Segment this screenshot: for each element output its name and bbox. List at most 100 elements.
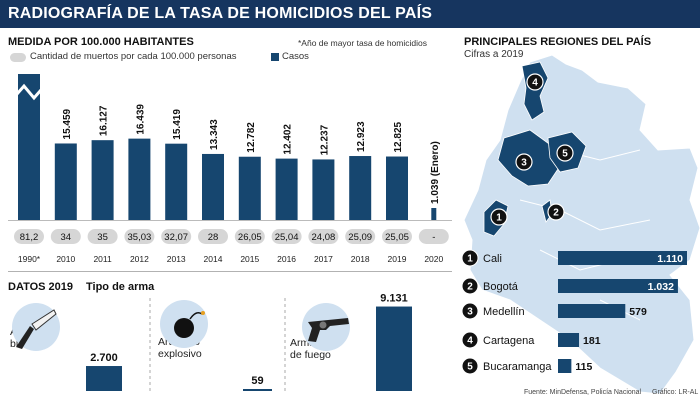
bar-2015 — [238, 156, 261, 220]
region-rank-badge-cartagena — [461, 331, 479, 349]
page-title: RADIOGRAFÍA DE LA TASA DE HOMICIDIOS DEL… — [0, 0, 700, 28]
map-pin-number-3: 3 — [521, 158, 527, 169]
rate-label-2012: 35,03 — [128, 232, 152, 243]
bomb-icon — [160, 300, 208, 348]
map-pin-2 — [547, 203, 565, 221]
region-name-bogota: Bogotá — [483, 281, 519, 293]
year-label-1990: 1990* — [18, 254, 41, 264]
region-value-cali: 1.110 — [657, 253, 683, 265]
region-rank-bogota: 2 — [467, 282, 473, 293]
year-label-2013: 2013 — [167, 254, 186, 264]
year-label-2017: 2017 — [314, 254, 333, 264]
knife-icon — [12, 303, 60, 351]
rate-label-1990: 81,2 — [20, 232, 39, 243]
bar-2018 — [349, 156, 372, 220]
region-value-bucaramanga: 115 — [575, 361, 592, 373]
source-note: Fuente: MinDefensa, Policía Nacional — [524, 389, 642, 396]
weapon-value-arma-de-fuego: 9.131 — [380, 293, 408, 305]
year-label-2014: 2014 — [204, 254, 223, 264]
region-rank-badge-bogota — [461, 277, 479, 295]
bar-value-label-2018: 12.923 — [356, 121, 367, 152]
map-pin-number-2: 2 — [553, 208, 559, 219]
year-label-2018: 2018 — [351, 254, 370, 264]
region-rank-cali: 1 — [467, 254, 473, 265]
year-label-2019: 2019 — [388, 254, 407, 264]
rate-label-2010: 34 — [61, 232, 72, 243]
map-pin-number-1: 1 — [496, 213, 502, 224]
regions-subtitle: Cifras a 2019 — [464, 49, 524, 60]
year-label-2011: 2011 — [93, 254, 112, 264]
bar-2013 — [165, 143, 188, 220]
rate-pill-2015 — [234, 229, 265, 244]
rate-pill-2016 — [271, 229, 302, 244]
rate-pill-2011 — [87, 229, 118, 244]
region-bar-cali — [558, 251, 687, 265]
left-chart-note: *Año de mayor tasa de homicidios — [298, 38, 427, 48]
bar-value-label-2013: 15.419 — [172, 109, 183, 140]
rate-label-2013: 32,07 — [164, 232, 188, 243]
map-pin-number-5: 5 — [562, 149, 568, 160]
year-label-2010: 2010 — [56, 254, 75, 264]
weapon-bar-arma-blanca — [86, 366, 122, 391]
rate-pill-2014 — [198, 229, 228, 244]
bar-value-label-2012: 16.439 — [135, 104, 146, 135]
bar-2020 — [431, 208, 437, 220]
rate-pill-2012 — [124, 229, 155, 244]
region-name-medellin: Medellín — [483, 306, 525, 318]
map-department-borders — [519, 149, 651, 321]
bar-break-mark — [15, 83, 43, 101]
datos-title: DATOS 2019 — [8, 281, 74, 293]
legend-rate-swatch — [10, 53, 26, 62]
weapon-value-artefacto-explosivo: 59 — [251, 375, 263, 387]
map-pin-3 — [515, 153, 533, 171]
bar-value-label-2017: 12.237 — [319, 124, 330, 155]
region-name-bucaramanga: Bucaramanga — [483, 361, 552, 373]
rate-label-2014: 28 — [208, 232, 219, 243]
region-rank-badge-medellin — [461, 302, 479, 320]
bar-value-label-2010: 15.459 — [62, 108, 73, 139]
bar-value-label-2015: 12.782 — [246, 122, 257, 153]
year-label-2012: 2012 — [130, 254, 149, 264]
legend-rate-label: Cantidad de muertos por cada 100.000 per… — [30, 51, 237, 62]
region-name-cartagena: Cartagena — [483, 335, 535, 347]
rate-label-2018: 25,09 — [348, 232, 372, 243]
bar-1990 — [18, 74, 40, 220]
region-bar-bucaramanga — [558, 359, 572, 373]
rate-pill-2010 — [50, 229, 81, 244]
revolver-icon — [302, 303, 350, 351]
bar-2012 — [128, 138, 151, 220]
rate-pill-1990 — [14, 229, 44, 244]
rate-pill-2017 — [308, 229, 339, 244]
region-rank-medellin: 3 — [467, 307, 473, 318]
region-value-cartagena: 181 — [583, 335, 601, 347]
bar-value-label-2014: 13.343 — [209, 119, 220, 150]
region-rank-cartagena: 4 — [467, 336, 473, 347]
rate-pill-2020 — [418, 229, 449, 244]
rate-label-2020: - — [432, 232, 435, 243]
weapon-chart-title: Tipo de arma — [86, 281, 155, 293]
bar-value-label-2019: 12.825 — [393, 121, 404, 152]
region-value-medellin: 579 — [629, 306, 647, 318]
regions-title: PRINCIPALES REGIONES DEL PAÍS — [464, 36, 652, 48]
weapon-bar-artefacto-explosivo — [243, 389, 272, 391]
region-rank-bucaramanga: 5 — [467, 362, 473, 373]
rate-label-2011: 35 — [97, 232, 108, 243]
bar-2017 — [312, 159, 335, 220]
bar-2016 — [275, 158, 298, 220]
map-pin-4 — [526, 73, 544, 91]
map-pin-5 — [556, 144, 574, 162]
weapon-value-arma-blanca: 2.700 — [90, 352, 118, 364]
rate-label-2019: 25,05 — [385, 232, 409, 243]
legend-cases-label: Casos — [282, 51, 309, 62]
year-label-2015: 2015 — [240, 254, 259, 264]
rate-label-2016: 25,04 — [275, 232, 299, 243]
bar-2019 — [386, 156, 408, 220]
legend-cases-swatch — [271, 53, 279, 61]
bar-2014 — [202, 153, 224, 220]
year-label-2020: 2020 — [424, 254, 443, 264]
region-bar-bogota — [558, 279, 678, 293]
map-pin-number-4: 4 — [532, 78, 538, 89]
